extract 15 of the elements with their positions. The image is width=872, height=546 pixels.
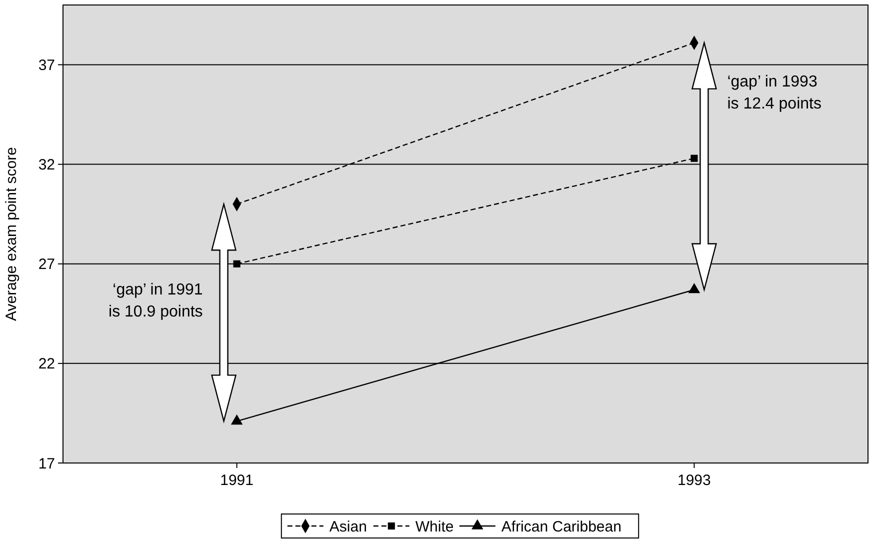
y-tick-label: 22 (38, 356, 55, 373)
legend-label: White (415, 518, 454, 536)
x-tick-label: 1991 (220, 472, 254, 489)
y-axis-title: Average exam point score (3, 147, 20, 321)
annotation: ‘gap’ in 1993 is 12.4 points (727, 73, 822, 112)
legend-label: Asian (329, 518, 367, 536)
point (690, 154, 698, 162)
annotation: ‘gap’ in 1991 is 10.9 points (108, 282, 203, 321)
point (233, 260, 240, 268)
legend-label: African Caribbean (501, 518, 622, 536)
y-tick-label: 17 (38, 455, 55, 472)
x-tick-label: 1993 (678, 472, 711, 489)
y-tick-label: 32 (38, 156, 55, 174)
y-tick-label: 27 (38, 256, 55, 274)
y-tick-label: 37 (38, 56, 55, 74)
